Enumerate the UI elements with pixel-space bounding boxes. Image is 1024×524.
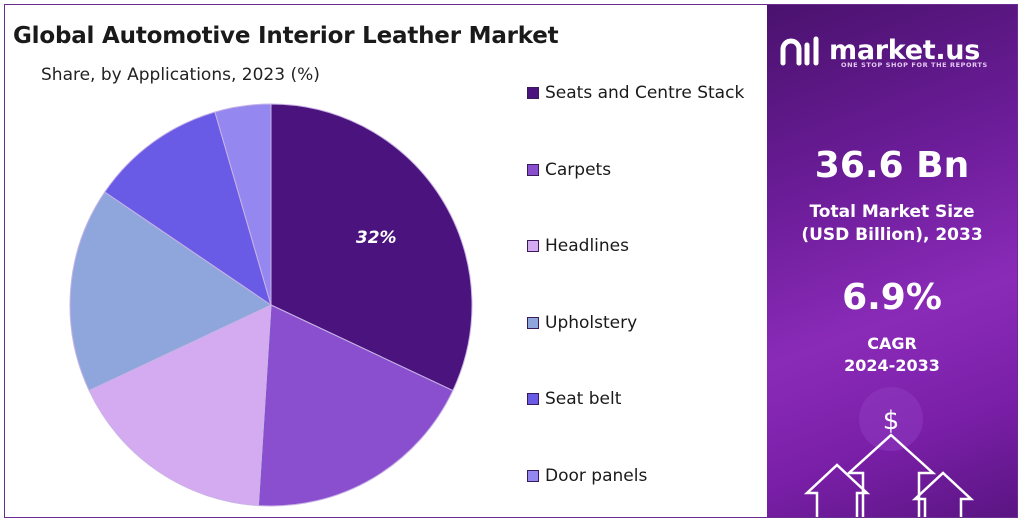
legend-item: Door panels xyxy=(527,466,647,486)
cagr-label-line1: CAGR xyxy=(867,334,917,353)
market-size-label-line2: (USD Billion), 2033 xyxy=(801,225,983,245)
pie-slice-carpets xyxy=(257,304,454,507)
pie-slice-seat-belt xyxy=(104,111,272,307)
legend-swatch xyxy=(527,87,539,99)
chart-frame xyxy=(4,4,1018,518)
legend-item: Headlines xyxy=(527,236,629,256)
legend-swatch xyxy=(527,240,539,252)
dollar-icon: $ xyxy=(883,406,900,436)
legend-swatch xyxy=(527,393,539,405)
legend-label: Seats and Centre Stack xyxy=(545,83,745,103)
growth-arrows-decoration: $ xyxy=(803,387,975,517)
brand-logo: market.us xyxy=(779,33,980,67)
market-us-logo-icon xyxy=(780,36,819,66)
legend-item: Carpets xyxy=(527,160,611,180)
brand-name: market.us xyxy=(829,34,980,66)
market-size-label-line1: Total Market Size xyxy=(809,202,975,222)
brand-tagline: ONE STOP SHOP FOR THE REPORTS xyxy=(841,61,988,69)
pie-data-label: 32% xyxy=(356,228,397,248)
market-size-value: 36.6 Bn xyxy=(814,145,970,186)
legend-swatch xyxy=(527,469,539,482)
legend-item: Upholstery xyxy=(527,313,637,333)
chart-subtitle: Share, by Applications, 2023 (%) xyxy=(41,65,320,85)
chart-panel: Global Automotive Interior Leather Marke… xyxy=(5,5,761,517)
legend-label: Upholstery xyxy=(545,312,638,333)
summary-sidebar: market.us ONE STOP SHOP FOR THE REPORTS … xyxy=(767,5,1017,517)
legend-label: Headlines xyxy=(545,236,629,256)
legend-item: Seat belt xyxy=(527,389,621,409)
pie-chart: 32% xyxy=(69,103,473,507)
cagr-label-line2: 2024-2033 xyxy=(844,356,940,375)
legend-label: Seat belt xyxy=(545,389,622,409)
legend-swatch xyxy=(527,316,539,329)
legend-item: Seats and Centre Stack xyxy=(527,83,744,103)
legend-label: Carpets xyxy=(545,159,612,180)
pie-slice-headlines xyxy=(88,304,272,507)
cagr-value: 6.9% xyxy=(842,277,942,318)
pie-slice-door-panels xyxy=(214,103,272,306)
chart-title: Global Automotive Interior Leather Marke… xyxy=(13,23,559,49)
legend-label: Door panels xyxy=(545,465,648,486)
pie-slice-upholstery xyxy=(69,191,273,392)
pie-slice-seats-and-centre-stack xyxy=(270,103,473,392)
legend-swatch xyxy=(527,163,539,176)
